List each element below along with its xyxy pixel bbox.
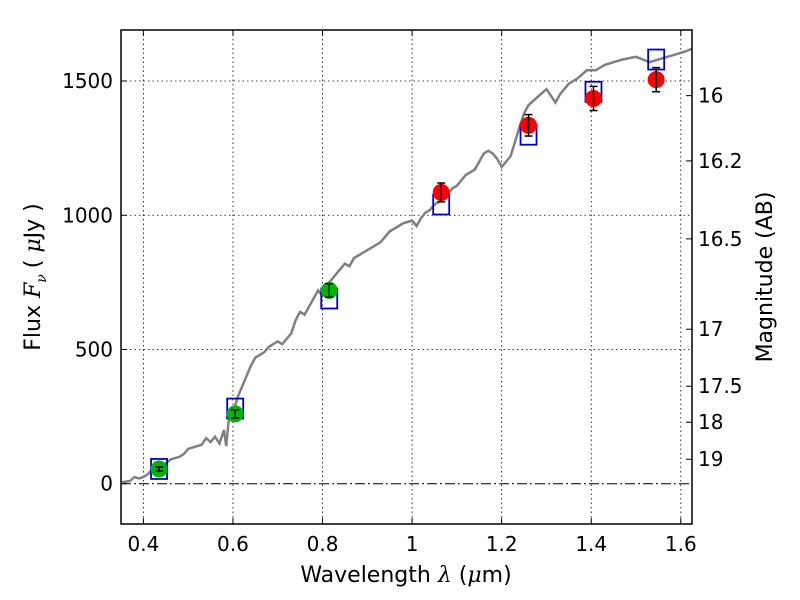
x-tick-label: 1.2 <box>486 532 518 556</box>
x-tick-label: 0.4 <box>127 532 159 556</box>
x-tick-label: 1 <box>406 532 419 556</box>
x-axis-label-symbol: λ <box>437 563 452 588</box>
x-axis-label-text: Wavelength <box>300 563 431 588</box>
right-tick-label: 19 <box>698 447 723 471</box>
y-axis-label-gap <box>21 298 46 305</box>
y-axis-label-text: Flux <box>21 305 46 351</box>
y-tick-label: 500 <box>75 337 113 361</box>
right-tick-label: 16.5 <box>698 227 743 251</box>
x-tick-label: 0.6 <box>217 532 249 556</box>
x-axis-label-unit-open: ( <box>452 563 468 588</box>
series-layer <box>121 47 692 484</box>
right-tick-label: 16 <box>698 84 723 108</box>
right-axis-label: Magnitude (AB) <box>753 192 778 363</box>
y-tick-label: 1000 <box>62 203 113 227</box>
plot-frame <box>120 29 693 525</box>
right-tick-label: 17.5 <box>698 374 743 398</box>
ticks <box>121 30 692 524</box>
x-axis-label-unit-close: m) <box>482 563 512 588</box>
y-axis-label-unit-mu: μ <box>21 238 46 252</box>
x-axis-label: Wavelength λ (μm) <box>300 563 511 588</box>
grid <box>121 30 692 524</box>
y-axis-label: Flux Fν ( μJy ) <box>21 203 50 351</box>
model-spectrum-line <box>121 47 692 484</box>
y-axis-label-unit-open: ( <box>21 253 46 269</box>
right-tick-label: 18 <box>698 410 723 434</box>
right-tick-label: 17 <box>698 317 723 341</box>
x-tick-label: 1.4 <box>575 532 607 556</box>
x-tick-label: 1.6 <box>665 532 697 556</box>
y-axis-label-unit-close: Jy ) <box>21 203 46 240</box>
y-tick-label: 0 <box>100 472 113 496</box>
y-axis-label-subscript: ν <box>34 274 50 283</box>
right-tick-label: 16.2 <box>698 149 743 173</box>
y-tick-label: 1500 <box>62 69 113 93</box>
x-axis-label-unit-mu: μ <box>467 563 481 588</box>
x-tick-label: 0.8 <box>307 532 339 556</box>
tick-labels: 0.4 0.6 0.8 1 1.2 1.4 1.6 0 500 1000 1500 16 16.2 16.… <box>62 69 742 556</box>
x-axis-label-gap <box>431 563 438 588</box>
y-axis-label-symbol: F <box>21 282 46 299</box>
